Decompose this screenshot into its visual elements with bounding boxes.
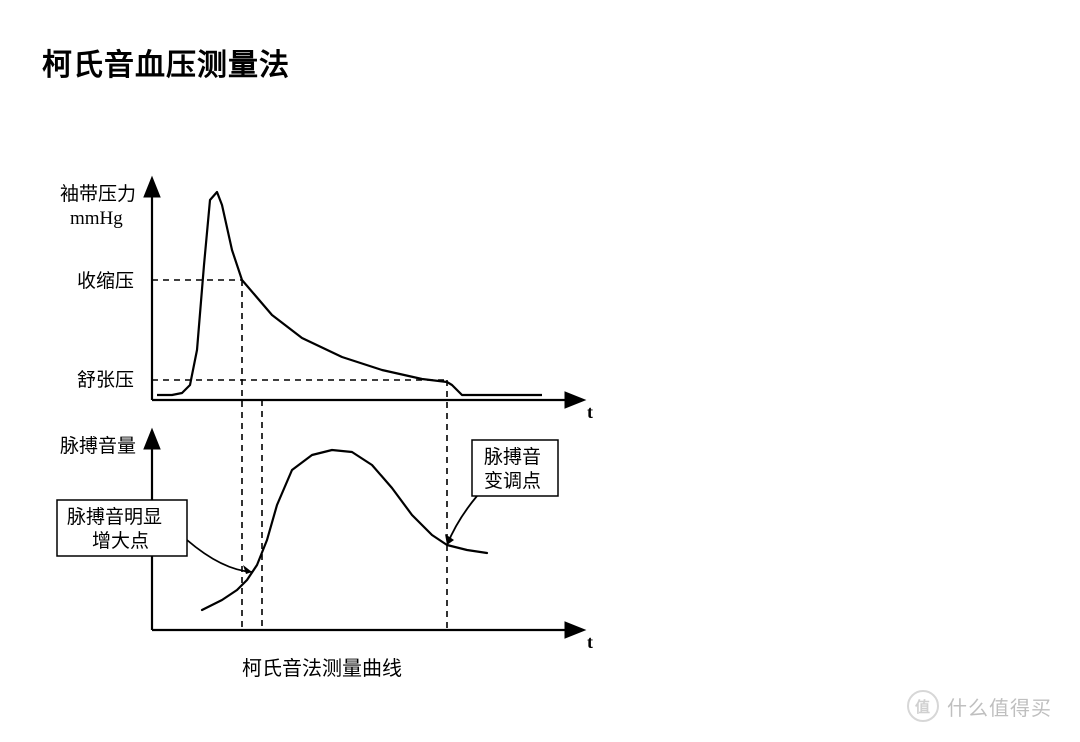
page-title: 柯氏音血压测量法 — [42, 40, 290, 84]
top-x-label: t — [587, 402, 593, 422]
korotkoff-diagram: 袖带压力 mmHg 收缩压 舒张压 t 脉搏音量 脉搏音明显 增大点 脉搏音 变… — [42, 170, 662, 690]
watermark-icon: 值 — [907, 690, 939, 722]
callout-left-line1: 脉搏音明显 — [67, 506, 162, 528]
diagram-caption: 柯氏音法测量曲线 — [242, 657, 402, 680]
callout-right-pointer — [447, 496, 477, 545]
systolic-label: 收缩压 — [77, 270, 134, 292]
cuff-pressure-curve — [157, 192, 542, 395]
top-y-label-2: mmHg — [70, 208, 123, 229]
bottom-x-label: t — [587, 632, 593, 652]
callout-left-line2: 增大点 — [92, 530, 149, 552]
callout-right-line1: 脉搏音 — [484, 446, 541, 468]
bottom-chart: 脉搏音量 脉搏音明显 增大点 脉搏音 变调点 t — [57, 432, 593, 652]
top-y-label-1: 袖带压力 — [60, 183, 136, 205]
callout-right-line2: 变调点 — [484, 470, 541, 492]
diastolic-label: 舒张压 — [77, 369, 134, 391]
watermark: 值 什么值得买 — [907, 690, 1052, 722]
pulse-volume-curve — [202, 450, 487, 610]
watermark-text: 什么值得买 — [947, 692, 1052, 721]
diagram-svg: 袖带压力 mmHg 收缩压 舒张压 t 脉搏音量 脉搏音明显 增大点 脉搏音 变… — [42, 170, 662, 690]
bottom-y-label: 脉搏音量 — [60, 435, 136, 457]
top-chart: 袖带压力 mmHg 收缩压 舒张压 t — [60, 180, 593, 422]
